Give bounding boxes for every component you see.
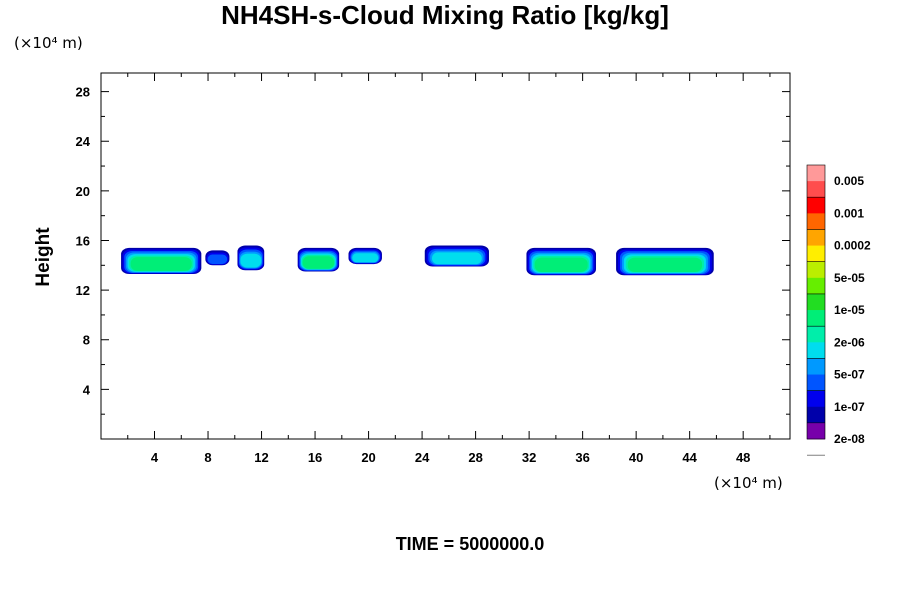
- colorbar-swatch: [807, 213, 825, 230]
- colorbar-swatch: [807, 294, 825, 311]
- x-tick-label: 20: [361, 450, 375, 465]
- y-unit-label: (×10⁴ m): [14, 34, 83, 52]
- y-tick-label: 16: [76, 233, 90, 248]
- y-tick-label: 24: [76, 134, 91, 149]
- cloud-level-9: [131, 257, 192, 271]
- cloud-level-9: [303, 256, 335, 268]
- colorbar-label: 2e-08: [834, 432, 865, 446]
- x-tick-label: 24: [415, 450, 430, 465]
- x-tick-label: 36: [575, 450, 589, 465]
- x-tick-label: 12: [254, 450, 268, 465]
- cloud-level-11: [352, 253, 378, 262]
- colorbar-label: 5e-05: [834, 271, 865, 285]
- x-unit-label: (×10⁴ m): [714, 474, 783, 492]
- x-tick-label: 28: [468, 450, 482, 465]
- y-tick-label: 8: [83, 333, 90, 348]
- y-tick-label: 4: [83, 382, 91, 397]
- colorbar-swatch: [807, 278, 825, 295]
- x-tick-label: 32: [522, 450, 536, 465]
- colorbar-label: 5e-07: [834, 368, 865, 382]
- x-tick-label: 4: [151, 450, 159, 465]
- chart-title: NH4SH-s-Cloud Mixing Ratio [kg/kg]: [221, 0, 669, 30]
- colorbar-swatch: [807, 326, 825, 343]
- colorbar-swatch: [807, 342, 825, 359]
- colorbar-swatch: [807, 391, 825, 408]
- colorbar: 0.005 0.001 0.0002 5e-05 1e-05 2e-06 5e-07 1e-0…: [807, 165, 871, 455]
- colorbar-swatch: [807, 262, 825, 279]
- time-label: TIME = 5000000.0: [396, 534, 545, 554]
- x-tick-label: 44: [682, 450, 697, 465]
- colorbar-swatch: [807, 197, 825, 214]
- colorbar-label: 1e-07: [834, 400, 865, 414]
- cloud-field: [121, 245, 714, 275]
- cloud-level-13: [208, 255, 228, 264]
- cloud-level-11: [240, 254, 261, 268]
- colorbar-label: 2e-06: [834, 335, 865, 349]
- y-tick-label: 12: [76, 283, 90, 298]
- x-tick-label: 16: [308, 450, 322, 465]
- cloud-level-11: [432, 252, 482, 264]
- x-tick-label: 40: [629, 450, 643, 465]
- cloud-level-9: [628, 258, 702, 272]
- colorbar-swatch: [807, 358, 825, 375]
- x-tick-label: 8: [204, 450, 211, 465]
- colorbar-label: 1e-05: [834, 303, 865, 317]
- cloud-level-9: [535, 258, 588, 272]
- colorbar-swatch: [807, 181, 825, 198]
- x-tick-label: 48: [736, 450, 750, 465]
- colorbar-label: 0.005: [834, 174, 864, 188]
- colorbar-swatch: [807, 423, 825, 440]
- colorbar-label: 0.0002: [834, 239, 871, 253]
- colorbar-swatch: [807, 165, 825, 182]
- y-tick-label: 28: [76, 85, 90, 100]
- colorbar-swatch: [807, 310, 825, 327]
- y-tick-label: 20: [76, 184, 90, 199]
- colorbar-label: 0.001: [834, 206, 864, 220]
- colorbar-swatch: [807, 246, 825, 263]
- colorbar-swatch: [807, 407, 825, 424]
- colorbar-swatch: [807, 229, 825, 246]
- y-axis-title: Height: [33, 227, 54, 287]
- colorbar-swatch: [807, 375, 825, 392]
